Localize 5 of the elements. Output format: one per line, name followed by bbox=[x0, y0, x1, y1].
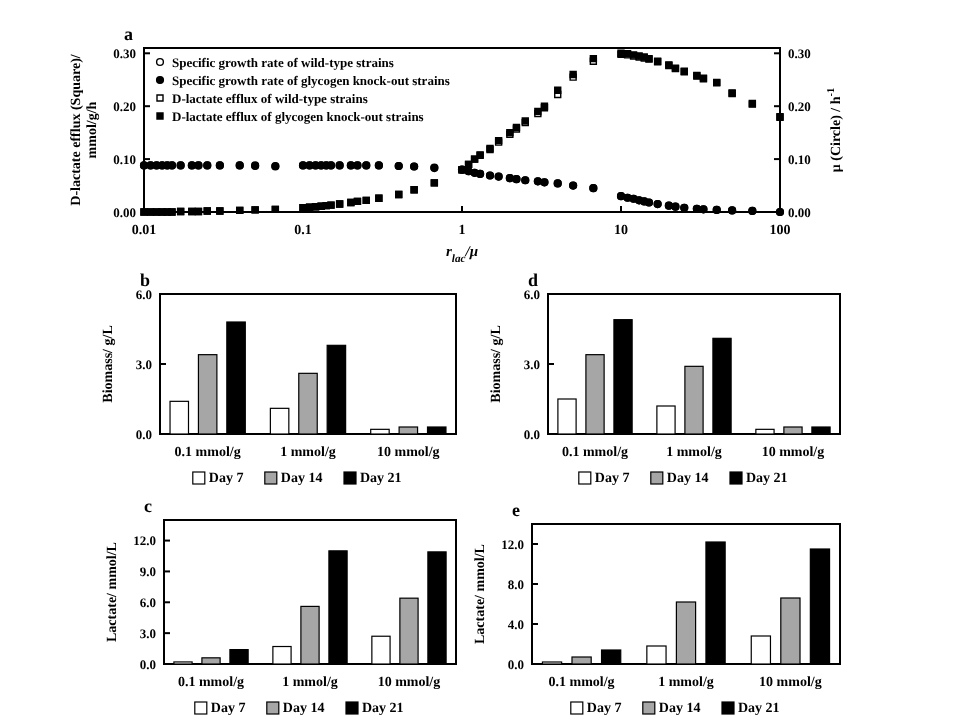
chart-title: e bbox=[512, 500, 520, 520]
chart-title: b bbox=[140, 270, 151, 290]
chart-title: c bbox=[144, 496, 152, 516]
chart-title: a bbox=[124, 24, 134, 44]
chart-title: d bbox=[528, 270, 539, 290]
